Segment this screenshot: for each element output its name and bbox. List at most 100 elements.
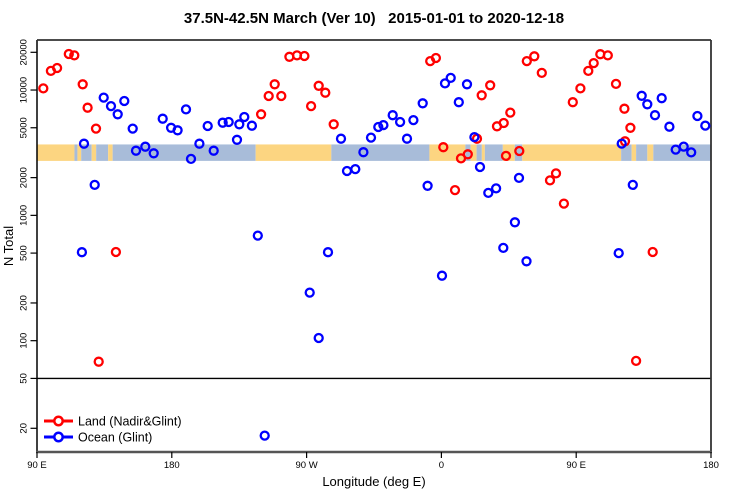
ocean-point [422, 180, 433, 191]
band-segment-land [37, 144, 75, 161]
land-point [567, 97, 578, 108]
land-point [299, 50, 310, 62]
ocean-point [313, 332, 324, 344]
ocean-point [394, 116, 406, 128]
ocean-point [474, 161, 486, 173]
land-point [544, 175, 556, 186]
land-point [110, 246, 122, 258]
y-tick-label: 500 [19, 245, 30, 261]
ocean-point [642, 99, 653, 110]
y-axis-title: N Total [1, 226, 16, 266]
y-tick-label: 20000 [19, 39, 30, 65]
band-segment-ocean [331, 144, 430, 161]
ocean-point [194, 138, 205, 149]
y-tick-label: 100 [19, 333, 30, 349]
land-point [63, 48, 74, 60]
ocean-point [217, 117, 228, 128]
land-point [647, 246, 658, 258]
legend-land-label: Land (Nadir&Glint) [78, 415, 182, 429]
land-point [619, 103, 630, 114]
land-point [536, 67, 547, 79]
ocean-point [130, 145, 142, 156]
land-point [255, 109, 267, 120]
ocean-point [202, 120, 213, 132]
band-segment-ocean [96, 144, 109, 161]
ocean-point [259, 430, 270, 441]
ocean-point [185, 153, 197, 165]
ocean-point [627, 179, 638, 191]
ocean-point [98, 92, 109, 103]
band-segment-land [631, 144, 637, 161]
x-tick-label: 90 W [296, 460, 318, 471]
ocean-point [616, 138, 627, 149]
ocean-point [636, 90, 647, 101]
land-point [328, 119, 339, 130]
ocean-point [686, 147, 697, 158]
y-tick-label: 50 [19, 373, 30, 384]
ocean-point [252, 230, 263, 241]
legend-ocean-marker-icon [53, 431, 64, 443]
ocean-point [335, 133, 347, 144]
y-tick-label: 1000 [19, 205, 30, 226]
x-tick-label: 90 E [27, 460, 47, 471]
ocean-point [304, 287, 315, 298]
land-point [498, 117, 509, 129]
band-segment-land [91, 144, 97, 161]
ocean-point [172, 125, 183, 136]
land-point [505, 107, 516, 118]
ocean-point [373, 121, 384, 133]
ocean-point [180, 104, 192, 115]
ocean-point [700, 120, 711, 131]
band-segment-ocean [636, 144, 648, 161]
land-point [602, 50, 613, 61]
land-point [438, 142, 449, 153]
y-tick-label: 5000 [19, 117, 30, 138]
ocean-point [509, 217, 521, 228]
band-segment-ocean [74, 144, 78, 161]
ocean-point [378, 119, 389, 131]
land-point [69, 50, 80, 61]
ocean-point [246, 120, 258, 131]
ocean-point [445, 72, 456, 84]
data-points [38, 48, 711, 441]
land-point [90, 123, 102, 134]
land-point [588, 57, 599, 69]
ocean-point [513, 172, 525, 184]
band-segment-land [108, 144, 113, 161]
ocean-point [140, 141, 151, 152]
x-tick-label: 180 [703, 460, 719, 471]
ocean-point [322, 247, 334, 258]
legend-land-marker-icon [53, 415, 64, 427]
land-point [625, 122, 636, 133]
land-point [550, 168, 562, 179]
band-segment-ocean [653, 144, 711, 161]
land-point [77, 79, 88, 90]
ocean-point [387, 110, 398, 121]
ocean-point [208, 145, 219, 156]
land-point [93, 356, 104, 367]
ocean-point [231, 134, 243, 145]
band-segment-ocean [81, 144, 92, 161]
ocean-point [408, 114, 419, 126]
band-segment-land [255, 144, 332, 161]
ocean-point [105, 100, 117, 112]
ocean-point [157, 113, 168, 124]
ocean-point [365, 132, 377, 143]
band-segment-ocean [476, 144, 482, 161]
land-point [263, 90, 274, 102]
land-point [558, 198, 570, 209]
ocean-point [234, 119, 245, 130]
land-point [45, 65, 57, 77]
land-point [38, 83, 49, 94]
ocean-point [78, 138, 90, 149]
chart-title: 37.5N-42.5N March (Ver 10) 2015-01-01 to… [184, 10, 564, 27]
land-point [575, 83, 586, 94]
ocean-point [498, 242, 509, 254]
land-point [313, 80, 324, 91]
ocean-point [127, 123, 138, 134]
ocean-point [649, 110, 661, 121]
ocean-point [148, 148, 159, 159]
ocean-point [461, 79, 473, 90]
ocean-point [358, 147, 369, 158]
